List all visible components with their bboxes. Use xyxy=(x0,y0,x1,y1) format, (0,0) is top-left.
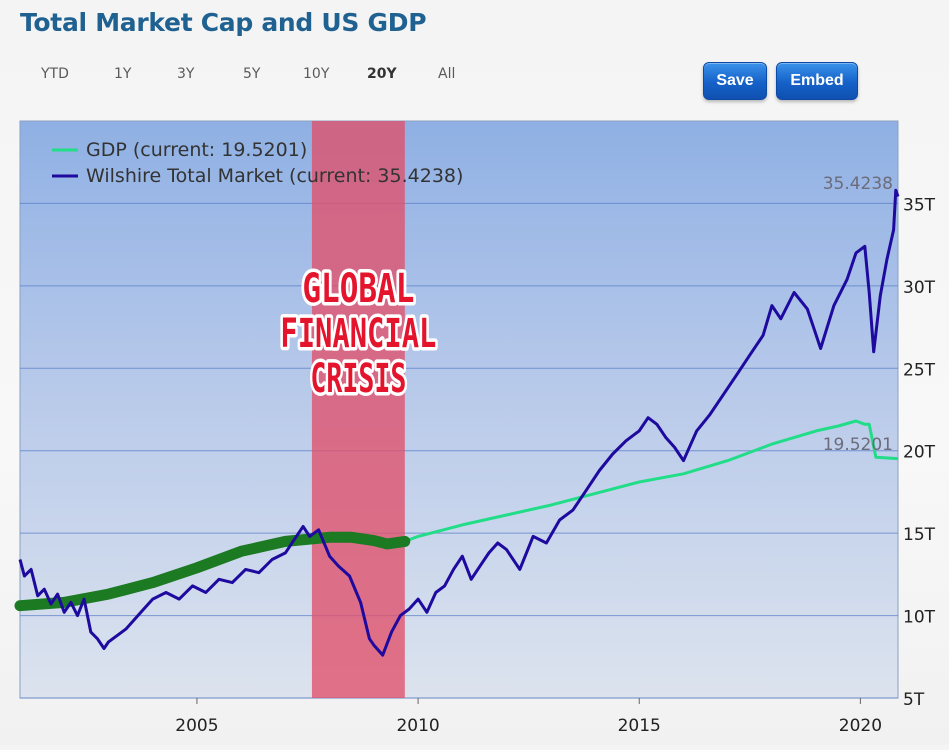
range-20y[interactable]: 20Y xyxy=(367,66,397,82)
series-group xyxy=(14,188,900,657)
crisis-band xyxy=(311,121,405,698)
gdp-last-value-label: 19.5201 xyxy=(823,435,893,455)
market-last-value-label: 35.4238 xyxy=(823,174,893,194)
y-tick-label: 15T xyxy=(903,525,936,545)
last-value-labels: 35.4238 19.5201 xyxy=(823,174,893,455)
gdp-highlight-line xyxy=(14,531,411,612)
annotation-line: CRISIS xyxy=(310,356,406,402)
x-tick-label: 2010 xyxy=(396,716,439,736)
range-10y[interactable]: 10Y xyxy=(303,66,330,82)
legend-gdp-label: GDP (current: 19.5201) xyxy=(86,139,307,161)
x-tick-label: 2005 xyxy=(175,716,218,736)
y-tick-label: 25T xyxy=(903,360,936,380)
y-tick-label: 20T xyxy=(903,443,936,463)
annotation-line: FINANCIAL xyxy=(280,311,436,357)
y-tick-label: 5T xyxy=(903,690,925,710)
legend-market-label: Wilshire Total Market (current: 35.4238) xyxy=(86,165,463,187)
page-title: Total Market Cap and US GDP xyxy=(20,8,427,37)
range-ytd[interactable]: YTD xyxy=(41,66,69,82)
x-axis-ticks: 2005 2010 2015 2020 xyxy=(175,698,882,736)
x-tick-label: 2020 xyxy=(839,716,882,736)
y-tick-label: 30T xyxy=(903,278,936,298)
y-axis-ticks: 5T 10T 15T 20T 25T 30T 35T xyxy=(903,195,936,710)
range-1y[interactable]: 1Y xyxy=(114,66,132,82)
range-5y[interactable]: 5Y xyxy=(243,66,261,82)
y-tick-label: 35T xyxy=(903,195,936,215)
save-button[interactable]: Save xyxy=(703,62,767,100)
range-all[interactable]: All xyxy=(438,66,456,82)
x-tick-label: 2015 xyxy=(618,716,661,736)
plot-background xyxy=(19,120,899,699)
annotation-line: GLOBAL xyxy=(302,266,414,312)
legend: GDP (current: 19.5201) Wilshire Total Mar… xyxy=(52,139,463,187)
market-line xyxy=(18,188,900,657)
embed-button[interactable]: Embed xyxy=(776,62,858,100)
y-tick-label: 10T xyxy=(903,608,936,628)
range-3y[interactable]: 3Y xyxy=(177,66,195,82)
